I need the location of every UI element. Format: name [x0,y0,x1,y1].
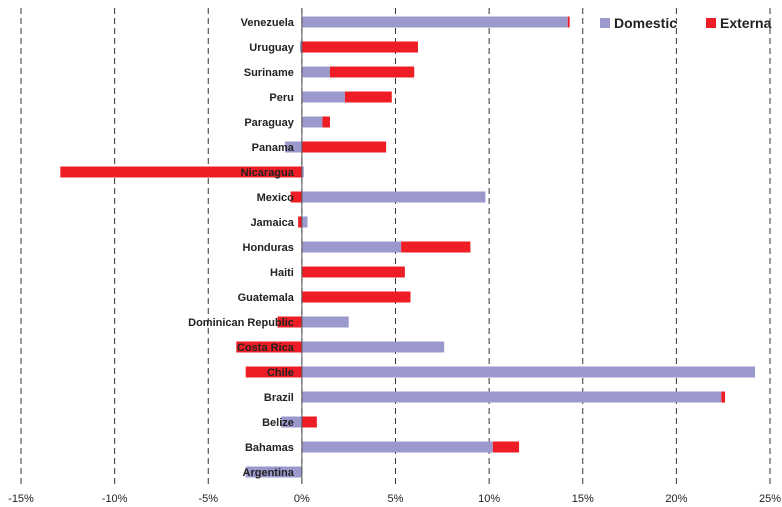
bar-domestic-16 [281,416,302,428]
bar-external-1 [301,41,418,53]
bar-domestic-18 [245,466,302,478]
x-tick-labels: -15% -10% -5% 0% 5% 10% 15% 20% 25% [8,493,781,505]
x-tick-label-5: 10% [478,493,500,505]
bar-domestic-4 [301,116,323,128]
x-tick-label-6: 15% [572,493,594,505]
bar-external-15 [721,391,726,403]
bar-domestic-12 [301,316,349,328]
bar-domestic-2 [301,66,330,78]
x-tick-label-8: 25% [759,493,781,505]
bar-external-11 [301,291,411,303]
category-label-9: Honduras [243,242,294,254]
category-label-16: Belize [262,417,294,429]
bar-external-6 [60,166,302,178]
bar-domestic-8 [301,216,308,228]
category-label-6: Nicaragua [241,167,295,179]
bar-external-3 [344,91,392,103]
category-label-8: Jamaica [250,217,294,229]
bar-external-4 [322,116,330,128]
x-tick-label-3: 0% [294,493,310,505]
category-label-0: Venezuela [241,17,295,29]
category-label-7: Mexico [257,192,295,204]
category-label-18: Argentina [243,467,295,479]
bar-external-9 [401,241,471,253]
bar-domestic-14 [301,366,756,378]
category-label-1: Uruguay [249,42,295,54]
legend-swatch-external [706,18,716,28]
x-tick-label-2: -5% [198,493,218,505]
category-label-13: Costa Rica [237,342,295,354]
bar-external-2 [329,66,415,78]
bar-external-5 [301,141,387,153]
bar-domestic-6 [301,166,304,178]
bar-external-14 [245,366,302,378]
category-label-17: Bahamas [245,442,294,454]
category-labels: Venezuela Uruguay Suriname Peru Paraguay Pana… [188,17,295,479]
category-label-2: Suriname [244,67,294,79]
category-label-12: Dominican Republic [188,317,294,329]
category-label-3: Peru [269,92,293,104]
category-label-15: Brazil [264,392,294,404]
bar-domestic-1 [300,41,302,53]
bar-domestic-3 [301,91,345,103]
bar-domestic-7 [301,191,486,203]
bars [60,16,756,478]
bar-domestic-0 [301,16,568,28]
category-label-10: Haiti [270,267,294,279]
bar-domestic-5 [285,141,302,153]
bar-external-12 [277,316,302,328]
category-label-11: Guatemala [238,292,295,304]
bar-external-13 [236,341,302,353]
bar-external-0 [567,16,570,28]
bar-external-8 [298,216,302,228]
category-label-5: Panama [252,142,295,154]
bar-domestic-17 [301,441,493,453]
legend-label-domestic: Domestic [614,15,677,31]
x-tick-label-1: -10% [102,493,128,505]
bar-external-10 [301,266,405,278]
legend: Domestic Externa [600,15,772,31]
bar-external-16 [301,416,317,428]
bar-domestic-13 [301,341,445,353]
category-label-14: Chile [267,367,294,379]
x-tick-label-4: 5% [388,493,404,505]
bar-domestic-9 [301,241,402,253]
x-tick-label-7: 20% [665,493,687,505]
legend-label-external: Externa [720,15,772,31]
bar-domestic-15 [301,391,722,403]
bar-external-7 [290,191,302,203]
bar-external-17 [492,441,520,453]
legend-swatch-domestic [600,18,610,28]
x-tick-label-0: -15% [8,493,34,505]
category-label-4: Paraguay [244,117,294,129]
